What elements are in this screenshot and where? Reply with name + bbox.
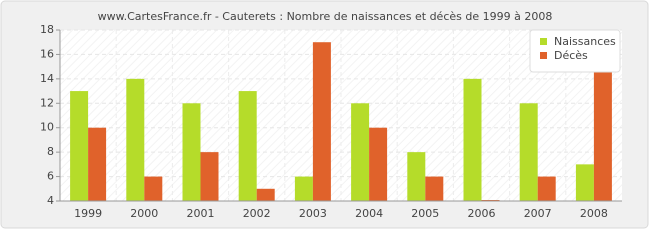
y-tick-label: 4 (47, 194, 54, 207)
y-tick-label: 10 (40, 121, 54, 134)
chart-title: www.CartesFrance.fr - Cauterets : Nombre… (98, 10, 553, 23)
bar (144, 176, 163, 201)
bar (519, 103, 538, 201)
bar (126, 78, 145, 201)
x-tick-label: 1999 (74, 207, 102, 220)
bar (351, 103, 370, 201)
y-tick-label: 6 (47, 170, 54, 183)
bar (407, 152, 426, 201)
y-tick-label: 8 (47, 145, 54, 158)
bar (369, 127, 388, 201)
x-tick-label: 2000 (130, 207, 158, 220)
y-tick-label: 16 (40, 47, 54, 60)
legend-box (529, 29, 621, 73)
x-tick-label: 2002 (243, 207, 271, 220)
x-tick-label: 2001 (187, 207, 215, 220)
bar (256, 188, 275, 201)
x-tick-label: 2005 (411, 207, 439, 220)
bar (463, 78, 482, 201)
legend-swatch (540, 38, 547, 45)
legend-label: Décès (554, 49, 588, 62)
bar (238, 91, 257, 201)
y-tick-label: 18 (40, 23, 54, 36)
bar (425, 176, 444, 201)
x-tick-label: 2006 (468, 207, 496, 220)
x-tick-label: 2003 (299, 207, 327, 220)
chart: www.CartesFrance.fr - Cauterets : Nombre… (0, 0, 649, 229)
legend-swatch (540, 52, 547, 59)
legend-label: Naissances (554, 35, 616, 48)
bar (294, 176, 313, 201)
bar (593, 66, 612, 202)
bar (537, 176, 556, 201)
x-tick-label: 2004 (355, 207, 383, 220)
bar (88, 127, 107, 201)
bar (200, 152, 219, 201)
bar (575, 164, 594, 201)
bar (70, 91, 89, 201)
y-tick-label: 14 (40, 72, 54, 85)
bar (312, 42, 331, 201)
x-tick-label: 2008 (580, 207, 608, 220)
bar (182, 103, 201, 201)
x-tick-label: 2007 (524, 207, 552, 220)
y-tick-label: 12 (40, 96, 54, 109)
